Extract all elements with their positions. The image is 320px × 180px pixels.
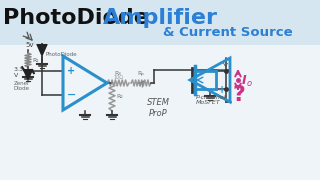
Text: R₃: R₃ (115, 71, 121, 76)
Text: +: + (218, 85, 226, 95)
Text: 10Ω: 10Ω (113, 75, 123, 80)
Polygon shape (24, 70, 32, 79)
Polygon shape (38, 45, 46, 55)
Text: −: − (217, 65, 226, 75)
Text: P-channel
MoSFET: P-channel MoSFET (196, 95, 227, 105)
Text: STEM
ProP: STEM ProP (147, 98, 170, 118)
Text: −: − (67, 90, 76, 100)
Text: Y: Y (222, 63, 228, 72)
Text: Amplifier: Amplifier (103, 8, 218, 28)
Text: Rₚ: Rₚ (138, 71, 145, 76)
Bar (0, 0, 320, 45)
Text: o: o (247, 78, 252, 87)
Text: R₁: R₁ (32, 57, 39, 62)
Text: & Current Source: & Current Source (163, 26, 292, 39)
Text: +: + (67, 66, 75, 76)
Text: 3.3
V: 3.3 V (14, 67, 24, 78)
Text: PhotoDiode: PhotoDiode (45, 51, 76, 57)
Bar (0, 44, 320, 180)
Text: I: I (242, 73, 247, 87)
Text: 5v: 5v (25, 42, 34, 48)
Text: PhotoDiode: PhotoDiode (3, 8, 156, 28)
Text: R₂: R₂ (116, 94, 123, 100)
Text: Zener
Diode: Zener Diode (14, 81, 30, 91)
Text: ?: ? (233, 85, 246, 105)
